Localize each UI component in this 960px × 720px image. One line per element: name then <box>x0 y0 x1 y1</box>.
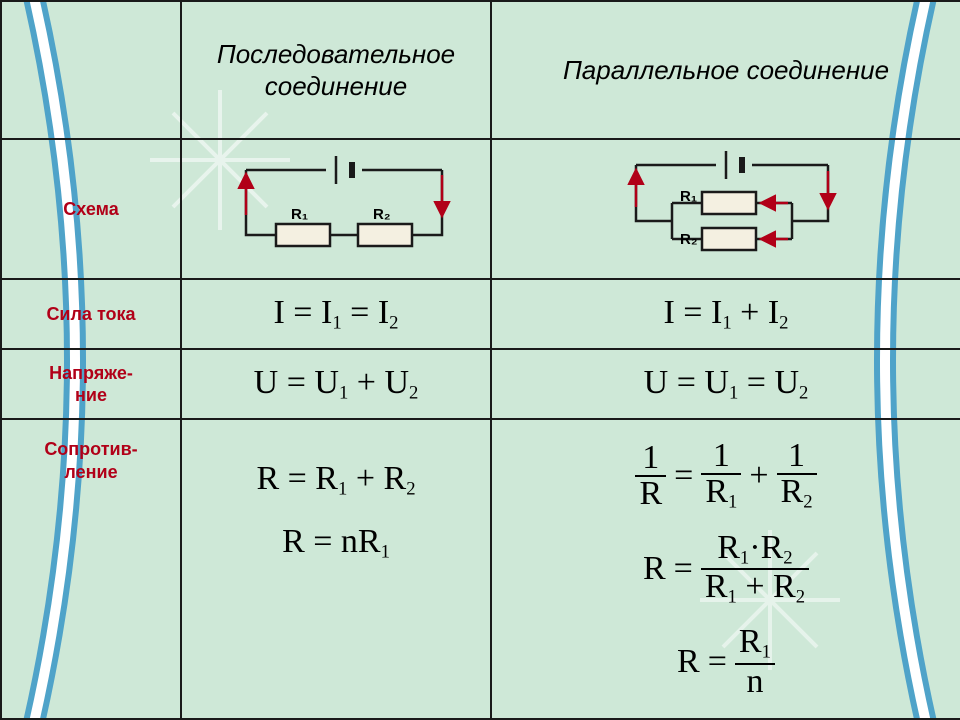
cell-voltage-series: U = U1 + U2 <box>181 349 491 419</box>
cell-voltage-parallel: U = U1 = U2 <box>491 349 960 419</box>
cell-circuit-series: R₁ R₂ <box>181 139 491 279</box>
rowlabel-voltage: Напряже-ние <box>1 349 181 419</box>
parallel-r2-label: R₂ <box>680 231 698 248</box>
formula-resistance-series: R = R1 + R2 R = nR1 <box>186 460 486 563</box>
parallel-circuit-diagram: R₁ R₂ <box>496 144 956 274</box>
formula-voltage-series: U = U1 + U2 <box>186 364 486 405</box>
formula-current-series: I = I1 = I2 <box>186 294 486 335</box>
cell-resistance-series: R = R1 + R2 R = nR1 <box>181 419 491 719</box>
rowlabel-current: Сила тока <box>1 279 181 349</box>
header-empty <box>1 1 181 139</box>
header-row: Последовательное соединение Параллельное… <box>1 1 960 139</box>
formula-voltage-parallel: U = U1 = U2 <box>496 364 956 405</box>
cell-current-series: I = I1 = I2 <box>181 279 491 349</box>
rowlabel-circuit: Схема <box>1 139 181 279</box>
header-series: Последовательное соединение <box>181 1 491 139</box>
series-r2-label: R₂ <box>373 206 391 223</box>
row-circuit: Схема <box>1 139 960 279</box>
row-resistance: Сопротив-ление R = R1 + R2 R = nR1 1R = … <box>1 419 960 719</box>
row-current: Сила тока I = I1 = I2 I = I1 + I2 <box>1 279 960 349</box>
series-r1-label: R₁ <box>291 206 308 223</box>
cell-current-parallel: I = I1 + I2 <box>491 279 960 349</box>
cell-circuit-parallel: R₁ R₂ <box>491 139 960 279</box>
series-circuit-diagram: R₁ R₂ <box>186 144 486 274</box>
cell-resistance-parallel: 1R = 1R1 + 1R2 R= R1·R2R1 + R2 R= R1n <box>491 419 960 719</box>
formula-current-parallel: I = I1 + I2 <box>496 294 956 335</box>
row-voltage: Напряже-ние U = U1 + U2 U = U1 = U2 <box>1 349 960 419</box>
formula-resistance-parallel: 1R = 1R1 + 1R2 R= R1·R2R1 + R2 R= R1n <box>496 439 956 698</box>
comparison-table: Последовательное соединение Параллельное… <box>0 0 960 720</box>
header-parallel: Параллельное соединение <box>491 1 960 139</box>
rowlabel-resistance: Сопротив-ление <box>1 419 181 719</box>
parallel-r1-label: R₁ <box>680 188 697 205</box>
